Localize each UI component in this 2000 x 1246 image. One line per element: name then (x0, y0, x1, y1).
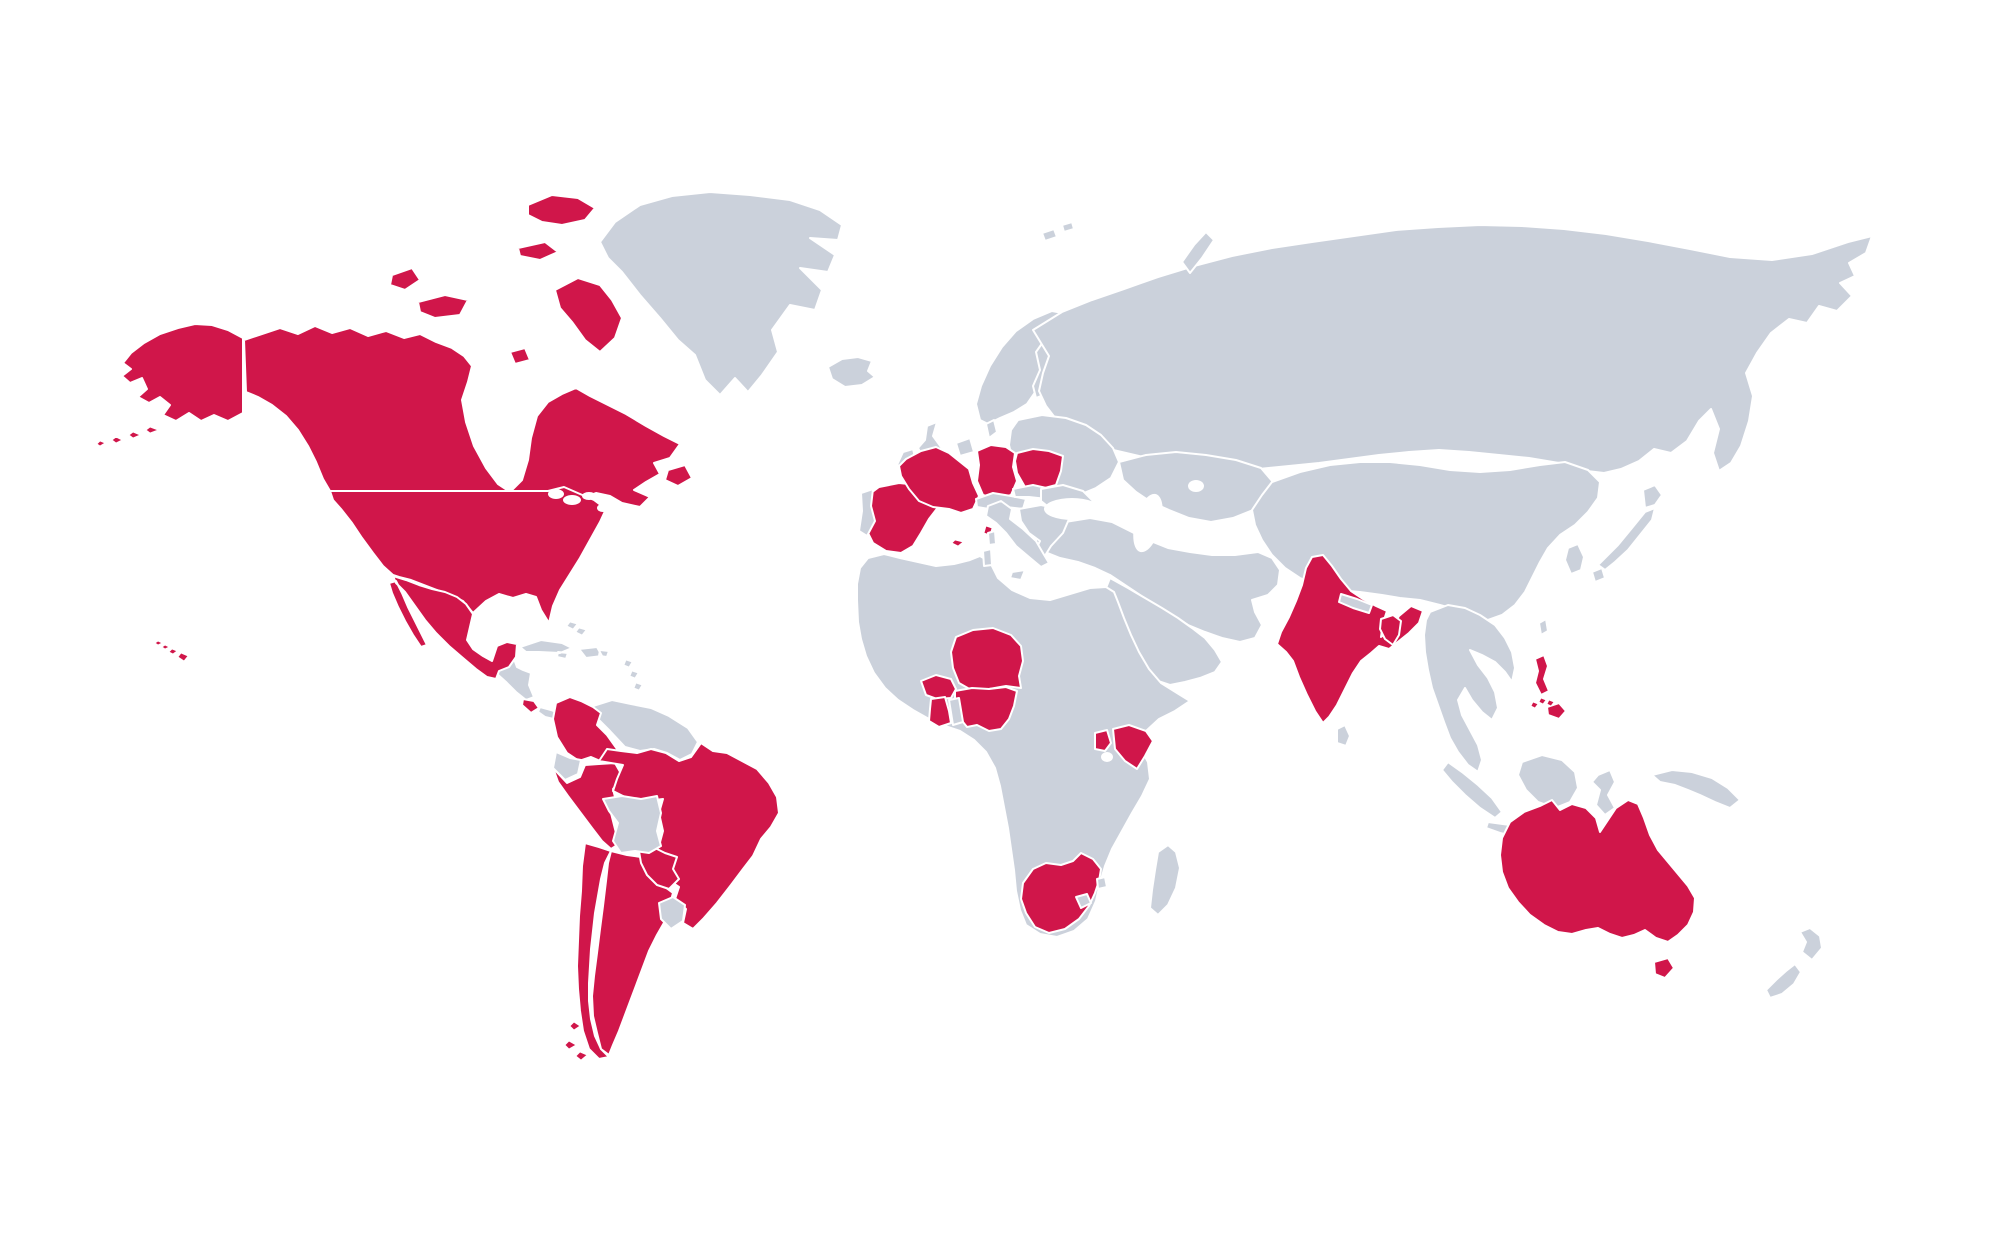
black-sea (1044, 498, 1100, 520)
country-kenya (1112, 724, 1154, 770)
country-philippines (1534, 654, 1567, 720)
water-layer (548, 480, 1204, 762)
country-eswatini (1096, 876, 1108, 890)
country-ecuador (552, 751, 582, 781)
country-bolivia (602, 795, 662, 854)
chile-south-islands (564, 1021, 588, 1061)
aral-sea (1188, 480, 1204, 492)
country-caribbean (519, 639, 610, 660)
country-burkina-faso (920, 674, 957, 700)
spain-balearics (951, 539, 964, 547)
country-bangladesh (1379, 614, 1402, 646)
country-chile (576, 842, 612, 1060)
country-japan (1591, 484, 1663, 583)
country-russia (1032, 224, 1873, 474)
country-uruguay (658, 896, 686, 930)
country-denmark (985, 419, 998, 439)
country-uganda (1094, 729, 1112, 752)
country-lesotho (1075, 893, 1092, 909)
country-nepal (1338, 593, 1373, 614)
country-venezuela-guyanas (592, 699, 699, 761)
great-lake-erie-ontario (582, 492, 596, 500)
country-se-asia (1423, 604, 1516, 773)
caribbean-small-islands (566, 621, 643, 691)
country-poland (1014, 448, 1064, 490)
highlight-layer (96, 194, 1696, 1061)
country-mexico (388, 575, 518, 680)
country-france (898, 446, 980, 514)
caspian-sea (1133, 493, 1163, 553)
country-portugal (858, 488, 876, 537)
country-madagascar (1149, 844, 1181, 916)
country-italy (985, 500, 1050, 581)
country-australia (1499, 799, 1696, 979)
country-benelux (955, 437, 975, 457)
country-corsica-sardinia (982, 530, 997, 567)
country-india (1276, 554, 1424, 724)
country-korea (1564, 543, 1585, 575)
country-greenland (599, 191, 843, 396)
country-new-guinea (1651, 769, 1741, 809)
united-states-aleutians (96, 426, 159, 447)
country-new-zealand (1765, 927, 1823, 999)
great-lake-michigan-huron (563, 495, 581, 505)
gray-overlay-layer (552, 419, 1373, 930)
lake-stlawrence (597, 504, 609, 512)
great-lake-superior (548, 489, 564, 499)
country-costa-rica (521, 698, 540, 714)
country-niger (950, 627, 1024, 692)
lake-victoria (1101, 752, 1113, 762)
country-sri-lanka (1336, 724, 1351, 747)
country-united-states-alaska (121, 323, 244, 422)
country-canada (243, 194, 693, 508)
philippines-visayas (1530, 697, 1555, 709)
country-ghana (928, 696, 952, 728)
country-taiwan (1538, 618, 1549, 636)
country-togo-benin (948, 697, 964, 726)
country-united-states (329, 486, 607, 624)
country-germany (976, 444, 1018, 500)
country-novaya-zemlya (1041, 221, 1215, 274)
country-iceland (827, 356, 876, 388)
country-middle-east (1034, 517, 1281, 643)
country-paraguay (638, 846, 680, 890)
united-states-hawaii (154, 640, 189, 662)
